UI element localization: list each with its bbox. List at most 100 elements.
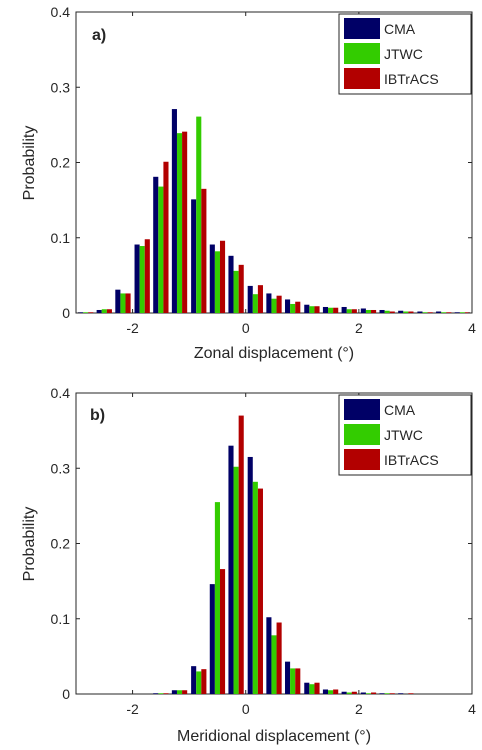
y-tick-label-a-1: 0.1: [51, 230, 71, 246]
bar-a-ibtracs-9: [257, 285, 263, 313]
bar-a-cma-8: [228, 255, 234, 313]
y-tick-label-a-0: 0: [62, 305, 70, 321]
bar-b-cma-16: [379, 693, 385, 694]
bar-b-jtwc-11: [290, 668, 296, 694]
bar-b-cma-11: [285, 661, 291, 694]
bar-a-jtwc-19: [441, 312, 447, 313]
panel-label-a: a): [92, 27, 106, 44]
bar-a-ibtracs-2: [125, 293, 131, 313]
bar-a-ibtracs-0: [88, 312, 94, 313]
bar-b-ibtracs-7: [219, 569, 226, 694]
bar-a-cma-12: [304, 304, 310, 313]
bars-a: [77, 109, 471, 313]
legend-label-a-jtwc: JTWC: [384, 46, 423, 62]
bar-a-ibtracs-1: [106, 309, 112, 313]
bar-a-cma-3: [134, 244, 140, 313]
bar-b-jtwc-12: [309, 684, 315, 694]
bar-a-jtwc-8: [233, 270, 239, 313]
y-tick-label-a-4: 0.4: [51, 4, 71, 20]
y-tick-label-b-2: 0.2: [51, 536, 71, 552]
bar-b-ibtracs-16: [389, 693, 395, 694]
y-axis-label-b: Probability: [21, 507, 38, 582]
x-axis-label-a: Zonal displacement (°): [194, 345, 354, 362]
bar-b-ibtracs-4: [163, 693, 169, 694]
legend-swatch-a-jtwc: [344, 43, 380, 64]
x-tick-label-a-0: -2: [126, 320, 139, 336]
bar-b-ibtracs-9: [257, 488, 263, 694]
bar-b-ibtracs-10: [276, 622, 282, 694]
bar-b-jtwc-14: [346, 692, 352, 694]
bar-a-jtwc-2: [120, 293, 126, 313]
y-tick-label-a-3: 0.3: [51, 79, 71, 95]
bar-a-jtwc-12: [309, 306, 315, 313]
bar-a-cma-19: [436, 311, 442, 313]
bar-b-ibtracs-13: [333, 689, 339, 694]
bar-b-jtwc-8: [233, 466, 239, 694]
bar-a-ibtracs-6: [201, 188, 207, 313]
bar-b-cma-6: [191, 666, 197, 694]
x-tick-label-b-2: 2: [355, 701, 363, 717]
bar-b-jtwc-4: [158, 693, 164, 694]
bar-a-jtwc-18: [422, 312, 428, 313]
bar-a-ibtracs-14: [351, 309, 357, 313]
x-tick-label-a-3: 4: [468, 320, 476, 336]
bar-a-ibtracs-5: [182, 131, 188, 313]
legend-swatch-a-cma: [344, 18, 380, 39]
bar-a-jtwc-16: [384, 310, 390, 313]
bar-a-jtwc-15: [365, 309, 372, 313]
bar-a-jtwc-9: [252, 294, 258, 313]
bar-b-ibtracs-8: [238, 415, 244, 694]
y-tick-label-b-4: 0.4: [51, 385, 71, 401]
bar-b-cma-15: [360, 692, 366, 694]
legend-swatch-a-ibtracs: [344, 68, 380, 89]
bar-b-jtwc-9: [252, 481, 258, 694]
y-tick-label-b-3: 0.3: [51, 460, 71, 476]
bar-a-jtwc-14: [346, 309, 352, 313]
legend-label-b-ibtracs: IBTrACS: [384, 452, 439, 468]
bar-b-ibtracs-12: [314, 682, 320, 694]
bar-a-cma-7: [209, 244, 215, 313]
bar-a-ibtracs-11: [295, 301, 301, 313]
bar-a-ibtracs-15: [371, 309, 377, 313]
bar-a-jtwc-5: [176, 133, 183, 313]
bar-b-jtwc-6: [196, 671, 202, 694]
bar-a-ibtracs-13: [333, 307, 339, 313]
panel-a: -2 0 2 4 0 0.1 0.2 0.3 0.4 a) Zonal displacement…: [21, 4, 476, 362]
bar-a-cma-15: [360, 308, 366, 313]
x-tick-label-b-3: 4: [468, 701, 476, 717]
bars-b: [153, 415, 414, 694]
bar-a-jtwc-4: [158, 186, 164, 313]
bar-b-jtwc-10: [271, 635, 277, 694]
bar-a-jtwc-20: [459, 312, 465, 313]
bar-b-jtwc-15: [365, 693, 372, 694]
panel-b: -2 0 2 4 0 0.1 0.2 0.3 0.4 b) Meridional displac…: [21, 385, 476, 745]
bar-b-ibtracs-5: [182, 690, 188, 694]
bar-a-cma-0: [77, 312, 84, 313]
bar-b-cma-13: [322, 689, 329, 694]
legend-swatch-b-ibtracs: [344, 449, 380, 470]
legend-b: CMA JTWC IBTrACS: [338, 394, 472, 476]
bar-b-ibtracs-11: [295, 668, 301, 694]
bar-b-jtwc-16: [384, 693, 390, 694]
bar-a-ibtracs-7: [219, 240, 226, 313]
bar-a-cma-20: [454, 312, 460, 313]
x-tick-label-b-0: -2: [126, 701, 139, 717]
bar-a-jtwc-3: [139, 246, 145, 313]
bar-a-ibtracs-16: [389, 311, 395, 313]
bar-a-jtwc-11: [290, 303, 296, 313]
bar-a-ibtracs-18: [427, 312, 433, 313]
bar-b-cma-12: [304, 682, 310, 694]
bar-a-ibtracs-4: [163, 161, 169, 313]
bar-a-ibtracs-10: [276, 295, 282, 313]
bar-a-cma-2: [115, 289, 121, 313]
y-axis-label-a: Probability: [21, 126, 38, 201]
legend-label-b-jtwc: JTWC: [384, 427, 423, 443]
bar-a-jtwc-7: [214, 251, 220, 313]
bar-b-cma-10: [266, 617, 272, 694]
panel-label-b: b): [90, 407, 105, 424]
bar-a-cma-10: [266, 293, 272, 313]
legend-swatch-b-jtwc: [344, 424, 380, 445]
legend-label-b-cma: CMA: [384, 402, 416, 418]
legend-a: CMA JTWC IBTrACS: [338, 13, 472, 95]
legend-swatch-b-cma: [344, 399, 380, 420]
